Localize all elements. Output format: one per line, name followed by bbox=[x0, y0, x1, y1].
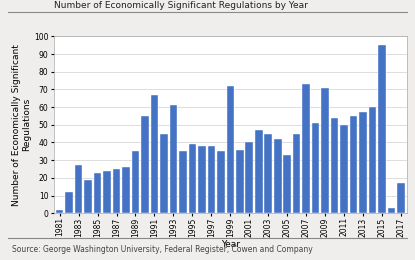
Bar bbox=[84, 180, 92, 213]
Bar bbox=[56, 210, 63, 213]
Bar bbox=[208, 146, 215, 213]
Bar bbox=[170, 105, 177, 213]
Bar bbox=[188, 144, 196, 213]
Bar bbox=[369, 107, 376, 213]
Bar bbox=[255, 130, 263, 213]
Bar bbox=[236, 150, 244, 213]
Bar bbox=[179, 151, 187, 213]
Bar bbox=[331, 118, 338, 213]
Bar bbox=[122, 167, 130, 213]
Bar bbox=[359, 112, 367, 213]
Bar bbox=[350, 116, 357, 213]
Bar bbox=[303, 84, 310, 213]
Bar bbox=[321, 88, 329, 213]
Bar bbox=[388, 208, 395, 213]
Bar bbox=[397, 183, 405, 213]
Bar bbox=[65, 192, 73, 213]
Bar bbox=[283, 155, 291, 213]
Bar bbox=[378, 45, 386, 213]
Text: Number of Economically Significant Regulations by Year: Number of Economically Significant Regul… bbox=[54, 1, 308, 10]
Bar bbox=[274, 139, 281, 213]
Text: Source: George Washington University, Federal Register, Cowen and Company: Source: George Washington University, Fe… bbox=[12, 245, 313, 254]
Bar bbox=[75, 165, 83, 213]
Bar bbox=[160, 134, 168, 213]
X-axis label: Year: Year bbox=[221, 239, 240, 249]
Bar bbox=[94, 173, 101, 213]
Bar bbox=[264, 134, 272, 213]
Y-axis label: Number of Economically Significant
Regulations: Number of Economically Significant Regul… bbox=[12, 44, 31, 206]
Bar bbox=[312, 123, 320, 213]
Bar bbox=[113, 169, 120, 213]
Bar bbox=[141, 116, 149, 213]
Bar bbox=[103, 171, 111, 213]
Bar bbox=[227, 86, 234, 213]
Bar bbox=[246, 142, 253, 213]
Bar bbox=[340, 125, 348, 213]
Bar bbox=[198, 146, 206, 213]
Bar bbox=[151, 95, 158, 213]
Bar bbox=[293, 134, 300, 213]
Bar bbox=[132, 151, 139, 213]
Bar bbox=[217, 151, 225, 213]
